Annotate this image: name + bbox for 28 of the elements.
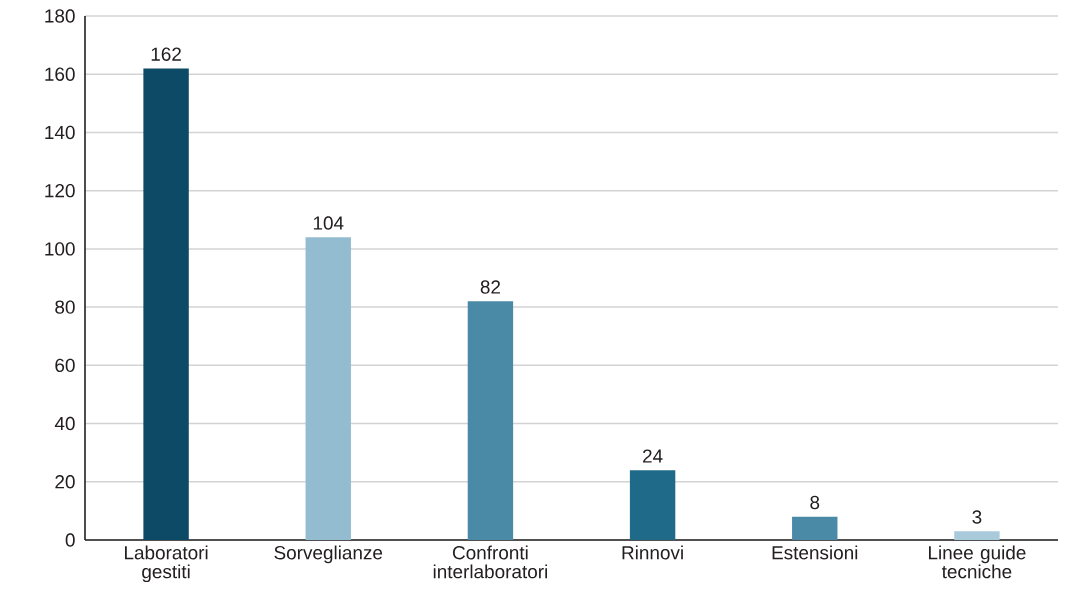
y-tick-label: 140: [45, 125, 75, 140]
x-tick-label: Laboratori gestiti: [125, 545, 208, 583]
x-tick-label: Rinnovi: [622, 545, 683, 560]
data-label: 104: [313, 216, 344, 230]
data-label: 82: [480, 280, 500, 294]
y-tick-label: 0: [65, 533, 75, 547]
data-label: 8: [810, 495, 820, 510]
bar: [792, 516, 838, 540]
y-tick-label: 160: [45, 67, 75, 81]
bar: [143, 68, 189, 540]
y-tick-label: 120: [45, 183, 75, 198]
y-tick-label: 80: [55, 300, 75, 314]
y-tick-label: 60: [55, 358, 75, 373]
y-tick-label: 20: [55, 475, 75, 489]
bar: [305, 237, 351, 540]
x-tick-label: Confronti interlaboratori: [433, 545, 547, 579]
bar: [629, 470, 676, 540]
data-label: 24: [643, 449, 663, 463]
data-label: 3: [972, 510, 982, 524]
y-tick-label: 40: [54, 416, 75, 431]
bar: [954, 531, 1000, 540]
x-tick-label: Estensioni: [772, 545, 858, 560]
data-label: 162: [151, 47, 181, 61]
bar: [467, 301, 514, 540]
x-tick-label: Linee guide tecniche: [929, 545, 1026, 579]
x-tick-label: Sorveglianze: [274, 545, 383, 564]
y-tick-label: 180: [45, 9, 75, 23]
y-tick-label: 100: [45, 242, 75, 256]
